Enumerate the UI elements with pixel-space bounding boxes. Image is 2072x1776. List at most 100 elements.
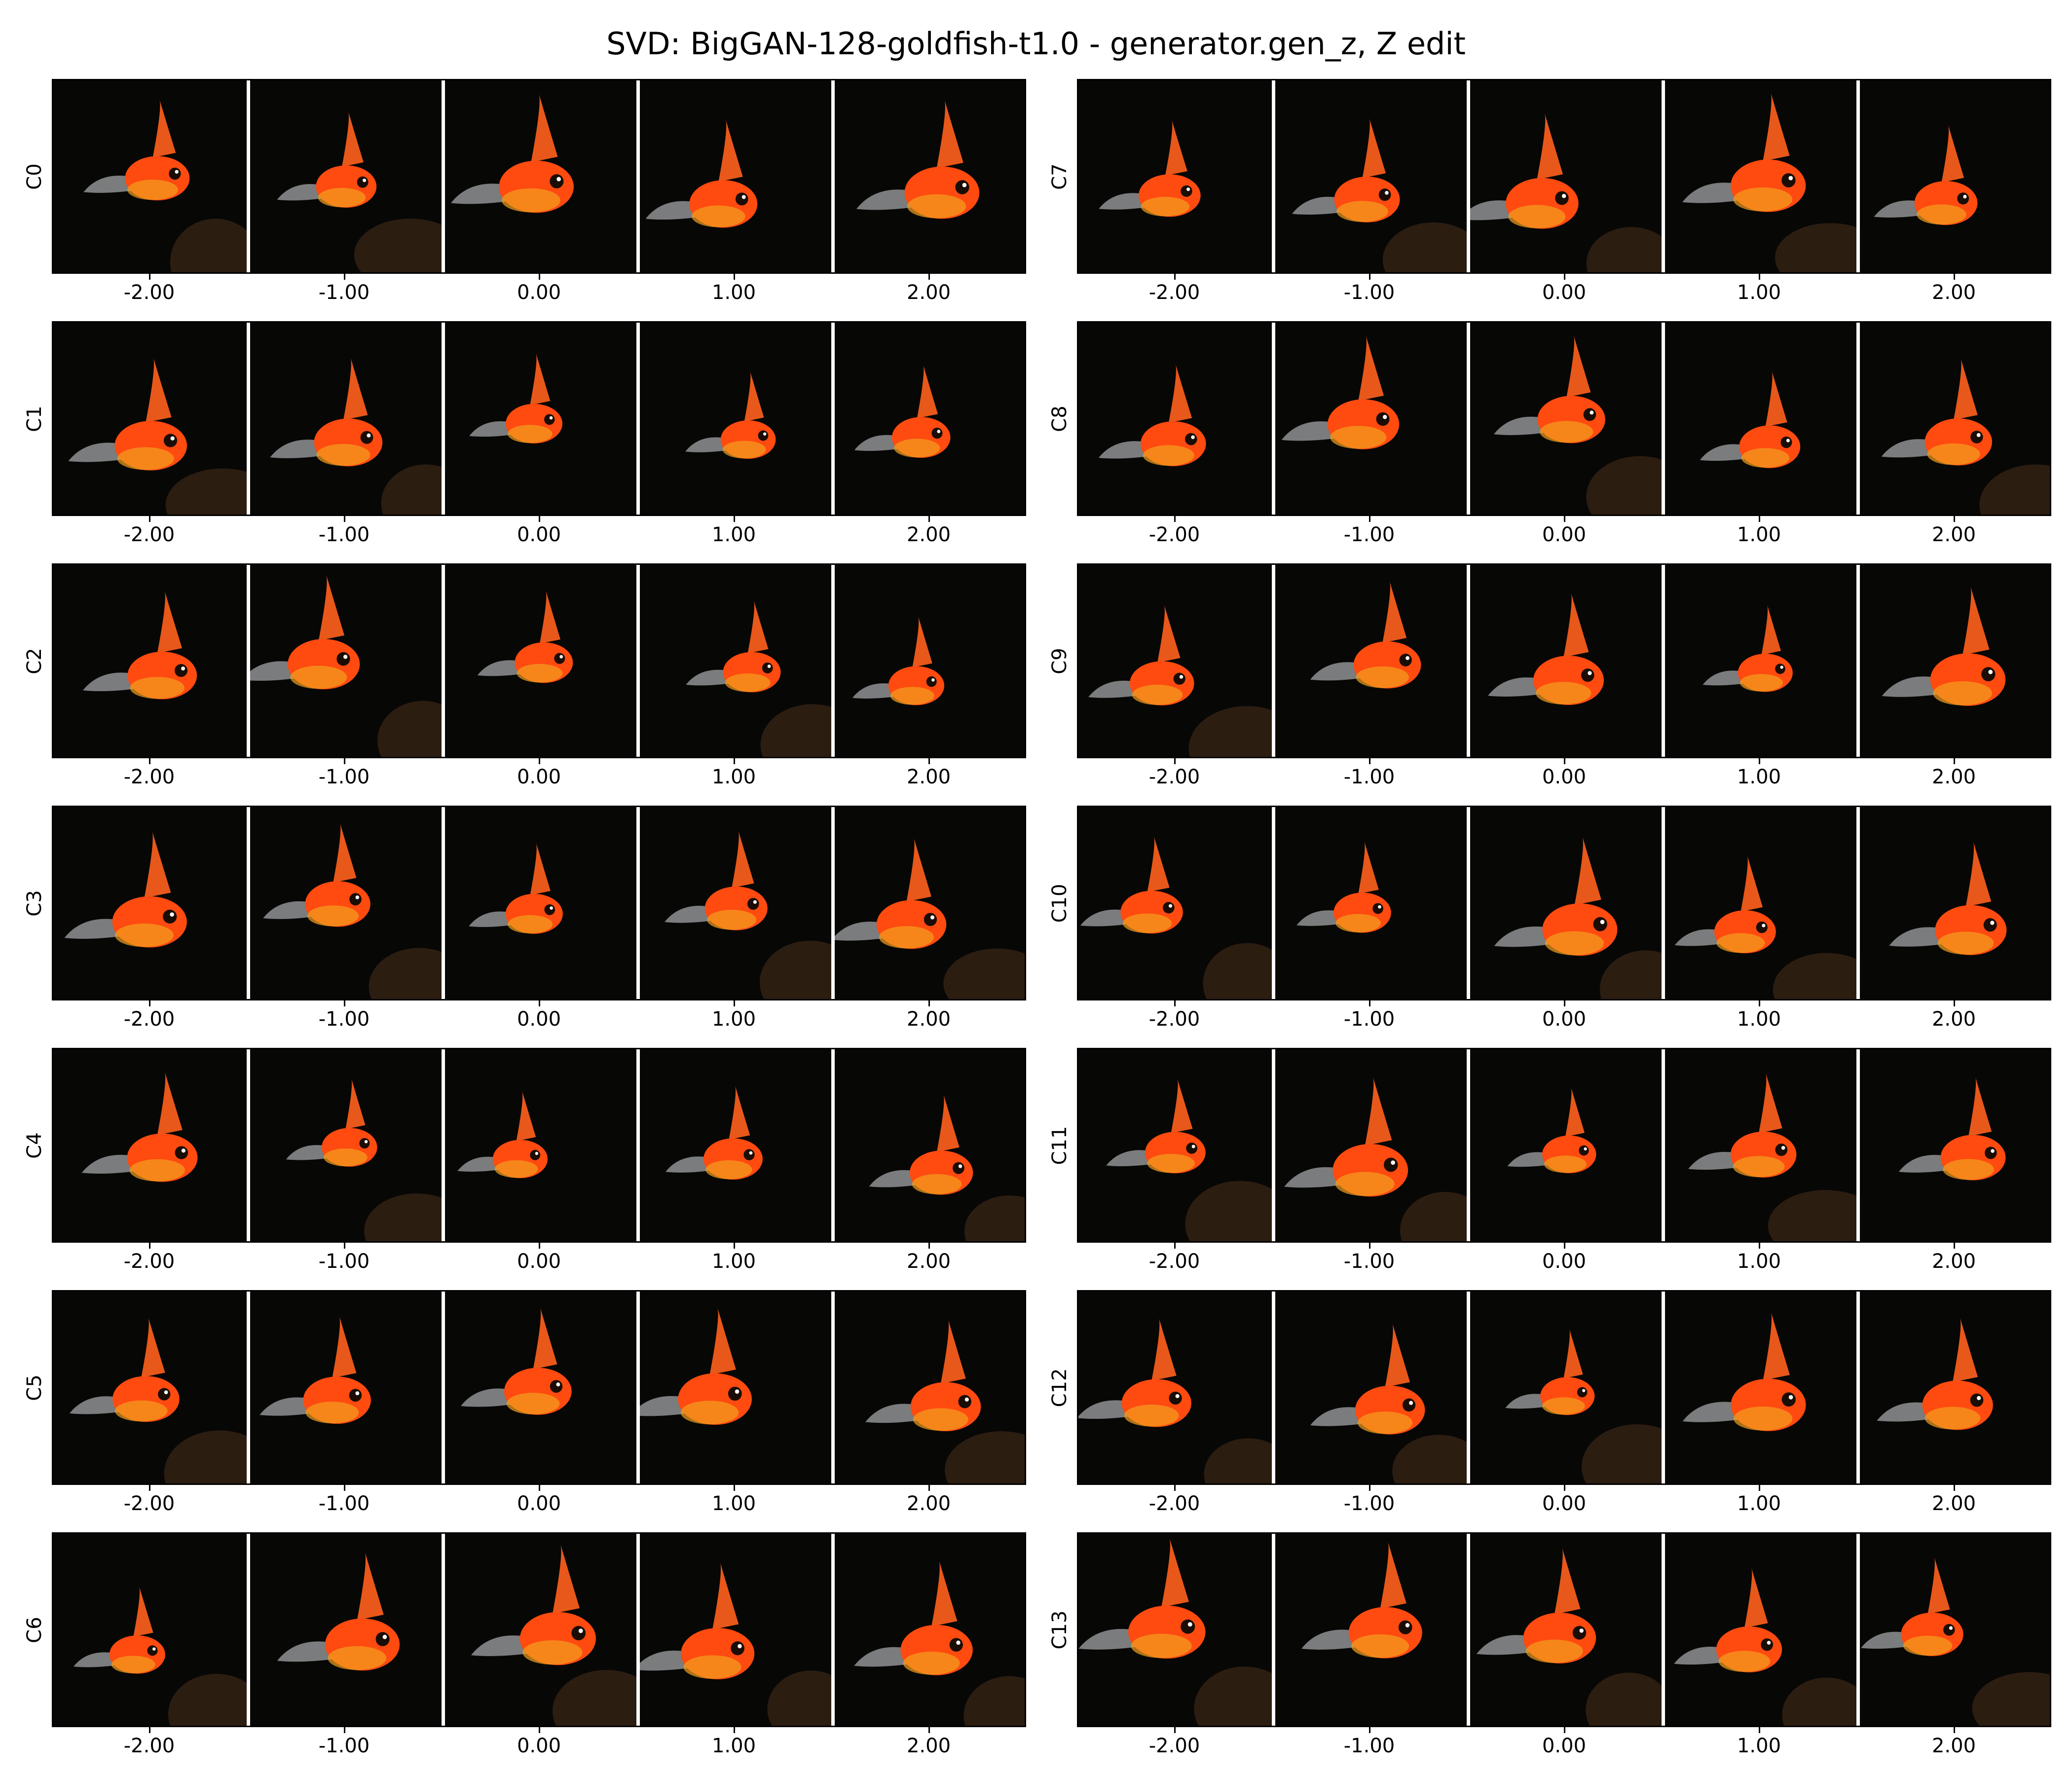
x-tick-mark [733,1000,735,1006]
x-tick-label: -2.00 [1148,1492,1200,1515]
x-tick-label: 0.00 [517,1492,561,1515]
component-label-c12: C12 [1048,1368,1071,1407]
x-tick-label: 1.00 [1737,523,1781,546]
goldfish-sample-c2-3 [636,563,831,758]
x-tick-label: 2.00 [1931,1492,1976,1515]
component-label-c1: C1 [23,405,46,432]
x-tick-mark [733,1243,735,1249]
component-label-c11: C11 [1048,1126,1071,1165]
x-tick-mark [1953,1485,1955,1491]
x-tick-label: -1.00 [1343,766,1395,788]
x-tick-mark [1563,1000,1565,1006]
goldfish-sample-c11-4 [1856,1048,2051,1243]
x-tick-mark [1369,1485,1370,1491]
x-tick-mark [1563,516,1565,522]
x-tick-label: 0.00 [1542,523,1587,546]
goldfish-sample-c10-0 [1077,806,1272,1000]
x-tick-label: -1.00 [318,766,370,788]
x-tick-mark [1758,1727,1760,1733]
x-tick-mark [928,1243,930,1249]
goldfish-sample-c6-4 [831,1532,1026,1727]
x-tick-mark [1563,1727,1565,1733]
figure-title: SVD: BigGAN-128-goldfish-t1.0 - generato… [606,26,1466,62]
goldfish-sample-c3-2 [442,806,636,1000]
x-tick-mark [538,1485,540,1491]
goldfish-sample-c2-2 [442,563,636,758]
x-tick-label: -2.00 [123,281,175,304]
x-tick-label: -2.00 [123,1492,175,1515]
goldfish-sample-c3-1 [247,806,442,1000]
goldfish-sample-c7-3 [1662,79,1856,274]
component-label-c6: C6 [23,1616,46,1643]
component-label-c3: C3 [23,889,46,917]
goldfish-sample-c10-1 [1272,806,1467,1000]
x-tick-label: 2.00 [906,1492,951,1515]
x-tick-label: -2.00 [1148,523,1200,546]
goldfish-sample-c9-4 [1856,563,2051,758]
component-label-c8: C8 [1048,405,1071,432]
x-tick-mark [343,274,345,280]
x-tick-label: 1.00 [711,1008,756,1031]
goldfish-sample-c9-3 [1662,563,1856,758]
x-tick-label: -1.00 [318,1492,370,1515]
x-tick-mark [928,274,930,280]
x-tick-mark [538,1243,540,1249]
x-tick-label: 1.00 [1737,766,1781,788]
goldfish-sample-c11-3 [1662,1048,1856,1243]
x-tick-mark [1953,274,1955,280]
x-tick-label: -2.00 [123,1008,175,1031]
x-tick-mark [1758,516,1760,522]
x-tick-label: 1.00 [1737,1492,1781,1515]
x-tick-mark [343,758,345,764]
x-tick-mark [1953,516,1955,522]
x-tick-label: 0.00 [517,1250,561,1273]
x-tick-label: -2.00 [1148,281,1200,304]
x-tick-mark [538,1000,540,1006]
goldfish-sample-c10-3 [1662,806,1856,1000]
x-tick-label: -2.00 [123,1250,175,1273]
x-tick-mark [928,758,930,764]
x-tick-label: 2.00 [906,1250,951,1273]
goldfish-sample-c0-2 [442,79,636,274]
x-tick-label: 1.00 [711,1492,756,1515]
goldfish-sample-c13-4 [1856,1532,2051,1727]
x-tick-label: 2.00 [906,1008,951,1031]
component-label-c7: C7 [1048,163,1071,190]
component-label-c4: C4 [23,1132,46,1159]
x-tick-mark [733,1485,735,1491]
x-tick-label: 1.00 [1737,1250,1781,1273]
x-tick-label: -1.00 [318,1008,370,1031]
x-tick-mark [1174,516,1176,522]
x-tick-mark [148,1243,150,1249]
goldfish-sample-c11-2 [1467,1048,1662,1243]
goldfish-sample-c8-3 [1662,321,1856,516]
x-tick-label: 2.00 [1931,766,1976,788]
goldfish-sample-c1-4 [831,321,1026,516]
x-tick-label: 1.00 [711,1250,756,1273]
goldfish-sample-c1-1 [247,321,442,516]
goldfish-sample-c8-1 [1272,321,1467,516]
goldfish-sample-c1-3 [636,321,831,516]
goldfish-sample-c11-1 [1272,1048,1467,1243]
x-tick-label: 0.00 [1542,1735,1587,1757]
goldfish-sample-c7-1 [1272,79,1467,274]
goldfish-sample-c10-4 [1856,806,2051,1000]
x-tick-mark [538,516,540,522]
goldfish-sample-c5-1 [247,1290,442,1485]
x-tick-label: -1.00 [318,523,370,546]
x-tick-mark [733,1727,735,1733]
goldfish-sample-c4-4 [831,1048,1026,1243]
x-tick-label: -1.00 [1343,281,1395,304]
goldfish-sample-c13-0 [1077,1532,1272,1727]
x-tick-mark [1758,758,1760,764]
x-tick-label: 0.00 [517,1008,561,1031]
goldfish-sample-c3-3 [636,806,831,1000]
goldfish-sample-c7-4 [1856,79,2051,274]
x-tick-mark [1953,758,1955,764]
goldfish-sample-c0-0 [52,79,247,274]
goldfish-sample-c5-2 [442,1290,636,1485]
x-tick-mark [148,1000,150,1006]
x-tick-label: 1.00 [1737,1735,1781,1757]
goldfish-sample-c8-0 [1077,321,1272,516]
goldfish-sample-c0-4 [831,79,1026,274]
